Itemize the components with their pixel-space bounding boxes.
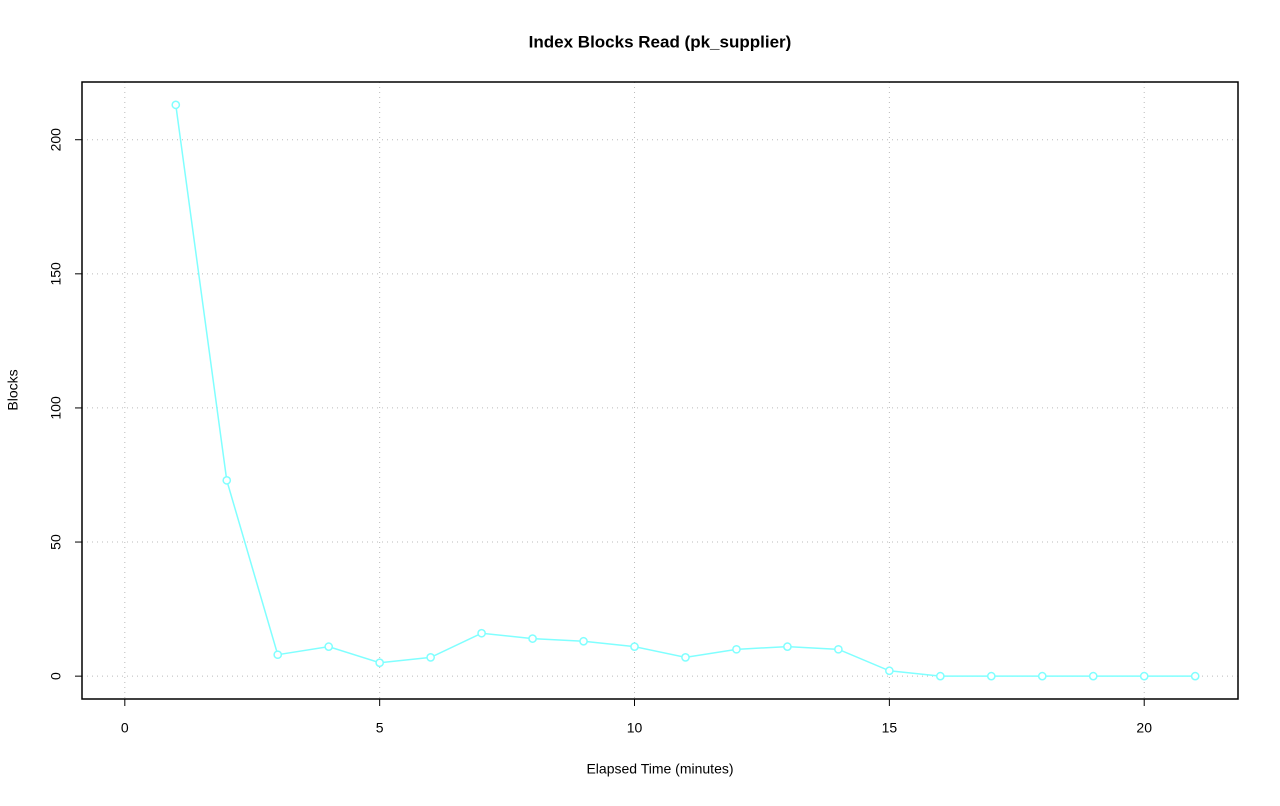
data-point [579,636,588,646]
x-tick-label: 0 [121,720,129,736]
data-line [175,104,1196,677]
data-point [477,628,486,638]
y-tick-label: 150 [48,262,64,286]
x-tick-label: 20 [1136,720,1152,736]
data-point [732,644,741,654]
y-tick-label: 200 [48,128,64,152]
data-point [885,666,894,676]
y-tick-label: 100 [48,396,64,420]
data-point [1190,671,1200,681]
data-point [1088,671,1098,681]
plot-frame [81,81,1239,700]
y-tick-label: 0 [48,672,64,680]
data-point [986,671,996,681]
data-point [375,658,385,668]
y-axis-label: Blocks [5,369,21,410]
data-point [528,634,537,643]
x-tick-label: 5 [376,720,384,736]
data-point [1037,671,1047,681]
data-point [783,642,792,651]
x-tick-label: 15 [882,720,898,736]
x-tick-label: 10 [627,720,643,736]
x-axis-label: Elapsed Time (minutes) [586,761,733,777]
data-point [273,650,283,660]
data-point [222,476,232,485]
data-point [935,671,945,681]
y-tick-label: 50 [48,534,64,550]
data-point [324,642,334,651]
chart-title: Index Blocks Read (pk_supplier) [529,32,792,51]
data-point [681,653,690,662]
data-point [630,642,639,651]
data-point [834,644,843,654]
data-point [171,100,181,110]
data-point [1139,671,1149,681]
data-point [426,653,435,662]
